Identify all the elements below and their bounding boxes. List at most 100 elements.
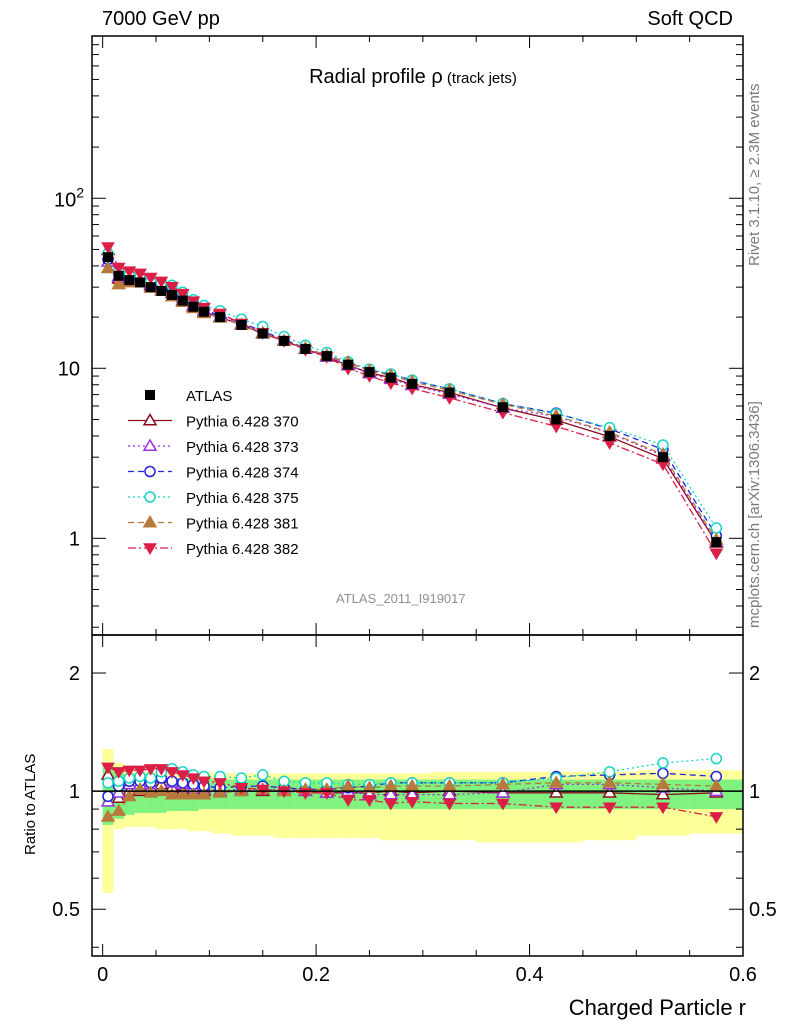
generator-info: Rivet 3.1.10, ≥ 2.3M events [746, 83, 763, 267]
ratio-series-point [657, 757, 669, 769]
x-tick-label: 0.4 [516, 964, 544, 986]
ratio-series-point [143, 785, 159, 798]
legend: ATLAS Pythia 6.428 370 Pythia 6.428 373 Pyt… [128, 388, 299, 558]
main-series-point [111, 276, 126, 290]
reference-data-point [177, 295, 188, 306]
ratio-series-point [122, 765, 137, 778]
ratio-series-point [175, 787, 191, 800]
ratio-series-point [362, 780, 377, 793]
ratio-series-point [255, 784, 270, 797]
legend-label: Pythia 6.428 373 [186, 439, 299, 456]
reference-data-point [551, 414, 562, 425]
ratio-series-point [102, 790, 114, 803]
legend-marker [142, 438, 158, 451]
reference-data-point [497, 402, 508, 413]
reference-data-point [156, 285, 167, 296]
y-tick-label: 102 [54, 184, 84, 211]
reference-data-point [215, 312, 226, 323]
ratio-series-point [196, 787, 212, 800]
chart-title: Radial profile ρ (track jets) [0, 66, 786, 89]
ratio-series-point [175, 770, 190, 782]
reference-data-point [343, 359, 354, 370]
ratio-series-point [235, 772, 248, 784]
reference-data-point [444, 387, 455, 398]
main-series-point [101, 242, 115, 254]
ratio-y-tick-label: 1 [69, 781, 80, 803]
reference-data-point [199, 306, 210, 317]
ratio-series-point [277, 786, 291, 799]
ratio-series-point [383, 787, 399, 800]
ratio-series-point [602, 775, 617, 788]
ratio-series-point [100, 809, 116, 822]
ratio-series-point [442, 778, 457, 792]
main-series-point [165, 281, 179, 294]
ratio-series-point [495, 785, 511, 798]
ratio-series-point [657, 767, 669, 780]
chart-title-sub: (track jets) [442, 70, 517, 87]
ratio-series-point [197, 776, 211, 789]
main-series-point [111, 262, 126, 275]
ratio-series-point [362, 795, 377, 807]
energy-label: 7000 GeV pp [102, 8, 220, 30]
ratio-series-point [133, 765, 147, 778]
ratio-series-point [603, 766, 616, 778]
ratio-uncertainty-bands [102, 749, 743, 893]
ratio-series-point [213, 778, 227, 790]
ratio-series-point [341, 795, 356, 807]
chart-title-main: Radial profile ρ [309, 66, 443, 88]
legend-label: Pythia 6.428 375 [186, 490, 299, 507]
ratio-series-point [709, 812, 724, 824]
analysis-id: ATLAS_2011_I919017 [336, 591, 466, 606]
reference-data-point [236, 319, 247, 330]
ratio-series-point [442, 798, 457, 811]
ratio-series-point [383, 798, 398, 811]
ratio-y-tick-label: 0.5 [52, 899, 80, 921]
ratio-series-point [186, 773, 201, 786]
ratio-series-point [122, 788, 137, 802]
legend-label: Pythia 6.428 370 [186, 414, 299, 431]
legend-marker [143, 543, 157, 555]
x-tick-label: 0 [97, 964, 108, 986]
ratio-y-tick-label-right: 1 [749, 781, 760, 803]
reference-data-point [279, 335, 290, 346]
ratio-series-point [340, 778, 356, 792]
reference-data-point [321, 351, 332, 362]
ratio-series-point [496, 798, 510, 811]
ratio-series-point [186, 787, 201, 800]
reference-data-point [257, 328, 268, 339]
main-series-point [709, 548, 724, 561]
legend-marker-ref [145, 390, 155, 400]
ratio-series-point [143, 764, 158, 776]
reference-data-point [188, 301, 199, 312]
reference-data-point [364, 367, 375, 378]
main-series-point [100, 260, 116, 274]
legend-marker [142, 413, 158, 426]
main-series-line [107, 246, 717, 554]
ratio-y-tick-label: 2 [69, 663, 80, 685]
ratio-series-point [111, 785, 126, 798]
reference-data-point [711, 537, 722, 548]
ratio-series-point [111, 767, 126, 779]
ratio-series-line [107, 766, 717, 818]
ratio-series-point [165, 767, 179, 779]
legend-marker [144, 465, 156, 478]
ratio-series-point [164, 787, 180, 800]
ratio-series-point [710, 752, 723, 765]
reference-data-point [300, 343, 311, 354]
ratio-series-point [655, 776, 671, 790]
main-series-point [710, 522, 723, 534]
ratio-y-tick-label-right: 0.5 [749, 899, 777, 921]
main-series-point [133, 268, 147, 281]
ratio-series-point [383, 778, 399, 792]
legend-marker [144, 491, 156, 503]
source-info: mcplots.cern.ch [arXiv:1306.3436] [746, 401, 763, 628]
ratio-series-point [101, 762, 115, 775]
reference-data-point [113, 270, 124, 281]
ratio-series-point [102, 777, 114, 789]
legend-label: Pythia 6.428 382 [186, 541, 299, 558]
ratio-series-point [656, 802, 670, 815]
ratio-series-point [257, 769, 269, 781]
reference-data-point [135, 277, 146, 288]
ratio-series-point [549, 802, 564, 815]
reference-data-point [167, 289, 178, 300]
